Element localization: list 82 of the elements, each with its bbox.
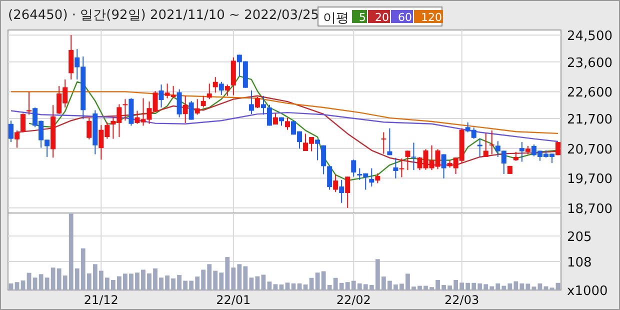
candlestick <box>272 112 278 125</box>
line-series <box>10 110 559 142</box>
candlestick <box>411 142 416 171</box>
candlestick <box>381 132 386 154</box>
text: 60 <box>398 11 412 24</box>
bar <box>303 284 308 290</box>
text: 20 <box>375 11 389 24</box>
bar <box>32 278 38 290</box>
candlestick <box>327 166 332 190</box>
candlestick <box>489 130 494 155</box>
bar <box>8 283 14 290</box>
y-tick-label: 24,500 <box>567 29 612 44</box>
candlestick <box>206 83 212 100</box>
bar <box>532 286 536 290</box>
candlestick <box>519 142 524 162</box>
candlestick <box>86 117 92 140</box>
candlestick <box>254 96 260 109</box>
x-tick-label: 22/03 <box>444 293 480 307</box>
y-tick-label: 108 <box>567 256 592 271</box>
candlestick <box>68 34 74 80</box>
bar <box>556 282 560 290</box>
y-tick-label: 21,700 <box>567 112 612 128</box>
bar <box>273 284 278 290</box>
candlestick <box>339 179 344 204</box>
candlestick <box>369 168 374 187</box>
candlestick <box>387 128 392 156</box>
candlestick <box>188 100 194 120</box>
y-tick-label: 23,600 <box>567 56 612 71</box>
legend-title: 이평 <box>323 11 349 26</box>
candlestick <box>122 98 128 122</box>
candlestick <box>345 176 350 208</box>
candlestick <box>441 154 446 179</box>
candlestick <box>248 90 254 115</box>
candlestick <box>333 174 338 193</box>
candlestick <box>194 98 200 116</box>
bar <box>291 283 296 290</box>
candlestick <box>477 138 482 158</box>
candlestick <box>200 95 206 108</box>
bar <box>279 284 284 290</box>
candlestick <box>14 130 20 148</box>
text: 5 <box>359 11 366 24</box>
candlestick <box>393 157 398 179</box>
y-tick-label: 19,700 <box>567 172 612 188</box>
candlestick <box>351 159 356 178</box>
x-tick-label: 22/01 <box>216 293 251 307</box>
candlestick <box>26 91 32 116</box>
y-tick-label: 205 <box>567 230 592 245</box>
bar <box>538 283 542 290</box>
candlestick <box>285 117 290 130</box>
bar <box>20 280 26 290</box>
candlestick <box>8 120 14 143</box>
y-tick-label: x1000 <box>567 284 608 299</box>
candlestick <box>375 172 380 184</box>
x-tick-label: 21/12 <box>84 293 118 307</box>
y-tick-label: 20,700 <box>567 142 612 158</box>
candlestick <box>20 112 26 133</box>
candlestick <box>399 158 404 178</box>
bar <box>261 274 266 290</box>
bar <box>26 272 32 290</box>
chart-title: (264450) · 일간(92일) 2021/11/10 ~ 2022/03/25 <box>8 8 319 23</box>
bar <box>309 278 314 290</box>
candlestick <box>212 76 218 94</box>
candlestick <box>158 84 164 108</box>
bar <box>285 282 290 290</box>
line-series <box>10 91 559 134</box>
candlestick <box>405 150 410 171</box>
candlestick <box>224 84 230 96</box>
bar <box>255 276 260 290</box>
bar <box>297 283 302 290</box>
text: 120 <box>421 11 442 24</box>
candlestick <box>321 144 326 175</box>
candlestick <box>176 88 182 118</box>
bar <box>267 282 272 290</box>
candlestick <box>218 81 224 96</box>
candlestick <box>555 142 560 156</box>
y-tick-label: 18,700 <box>567 202 612 217</box>
candlestick <box>483 132 488 158</box>
x-tick-label: 22/02 <box>336 293 371 307</box>
y-tick-label: 22,600 <box>567 86 612 101</box>
bar <box>14 282 20 290</box>
candlestick <box>315 139 320 161</box>
candlestick <box>182 95 188 124</box>
